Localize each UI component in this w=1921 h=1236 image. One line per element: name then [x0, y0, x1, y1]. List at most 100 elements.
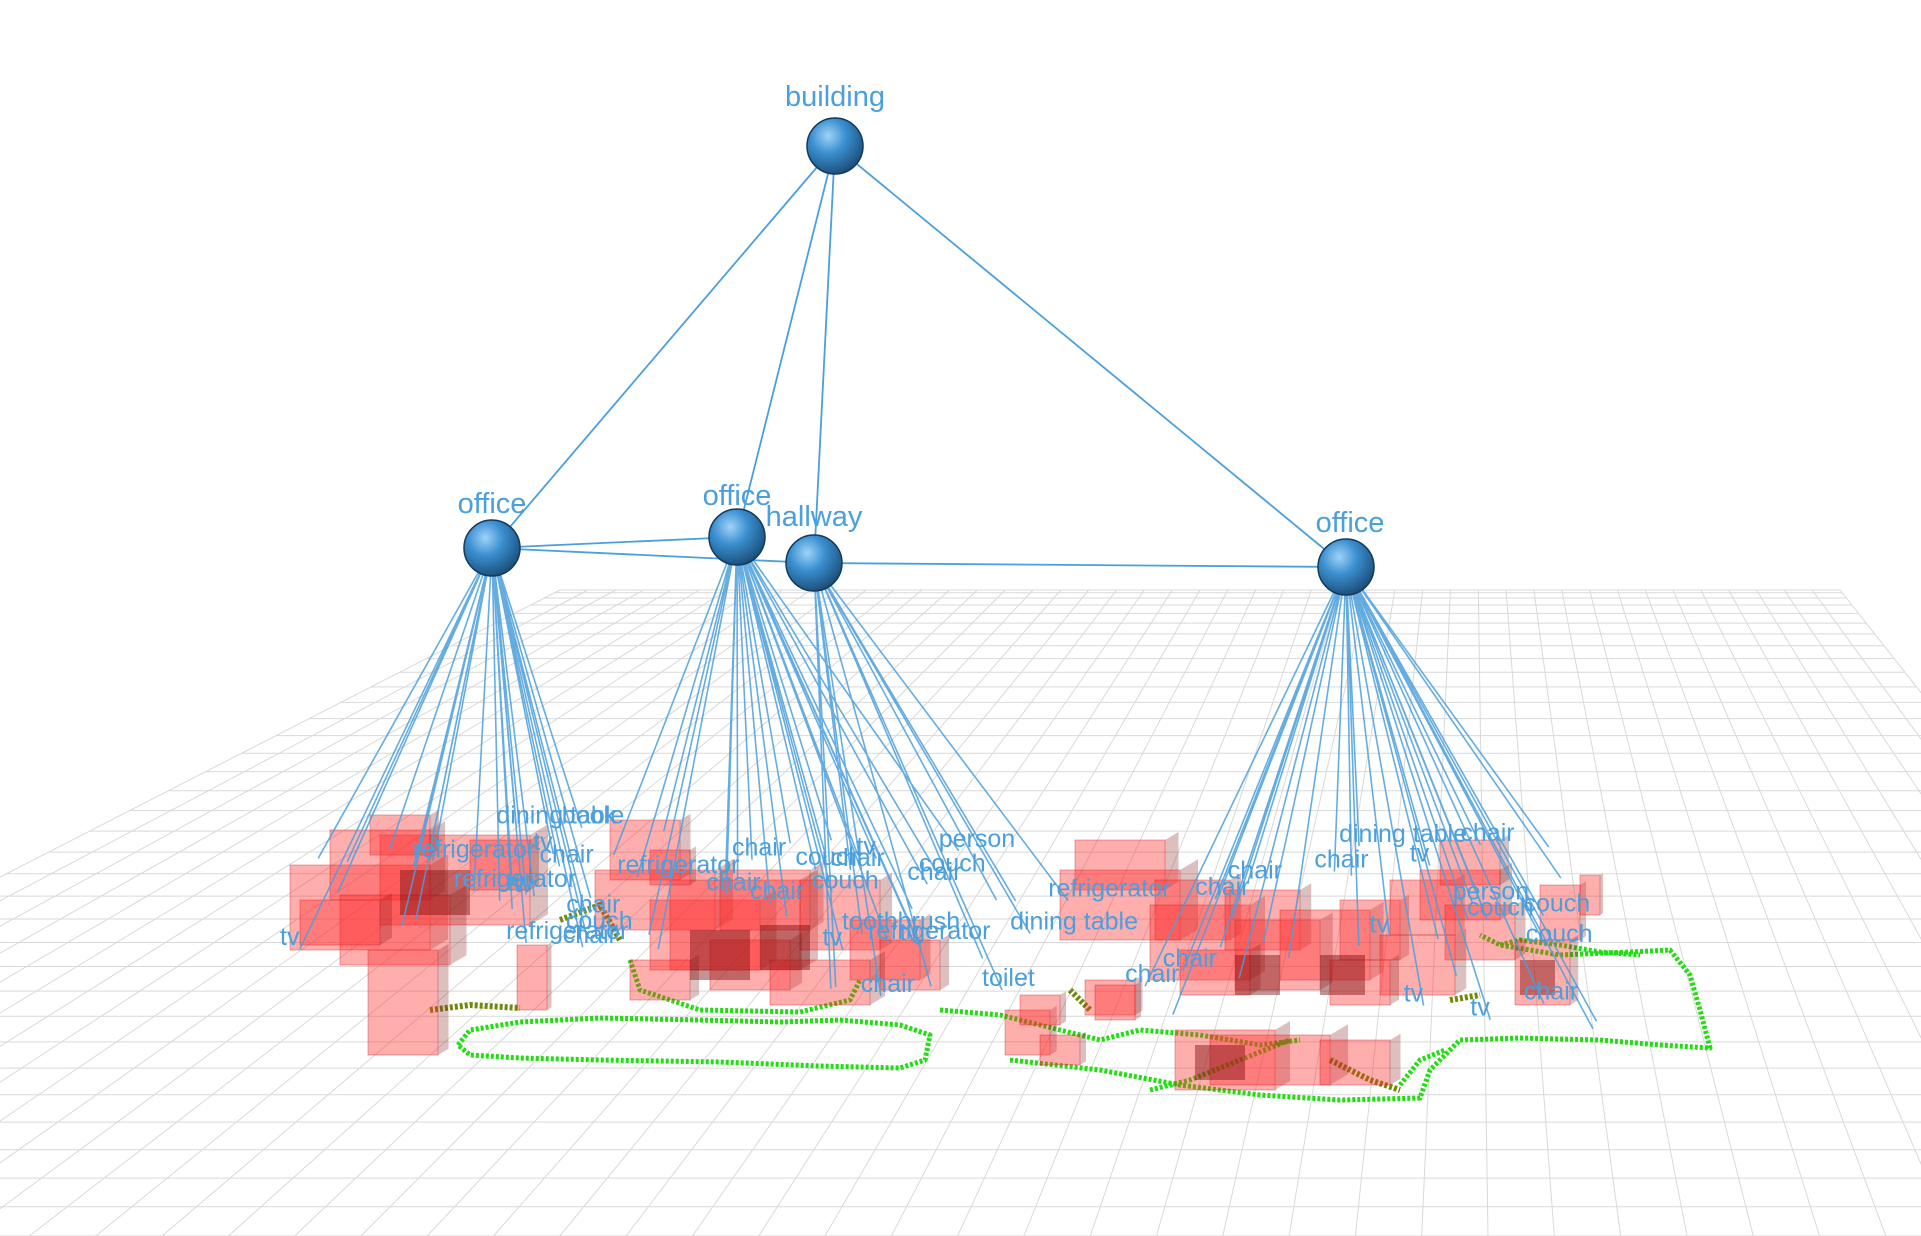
object-box	[629, 959, 691, 1001]
object-box-side	[1320, 912, 1333, 990]
trajectory-segment	[455, 1015, 933, 1071]
object-label: tv	[533, 828, 553, 856]
node-sphere[interactable]	[708, 508, 766, 566]
object-label: tv	[1404, 980, 1424, 1008]
object-box	[1279, 909, 1371, 981]
edge-r1-r2	[491, 536, 738, 549]
edge-b-r2	[736, 145, 836, 538]
object-label: couch	[1524, 890, 1591, 918]
object-label: refrigerator	[1048, 875, 1170, 903]
object-label: couch	[812, 866, 879, 894]
object-box-side	[1600, 873, 1603, 915]
object-box-side	[1580, 881, 1586, 940]
object-box	[1389, 879, 1456, 936]
object-box-core	[400, 870, 470, 915]
object-box-side	[1180, 859, 1198, 940]
object-box-side	[1330, 1024, 1348, 1085]
object-label: refrigerator	[868, 917, 990, 945]
object-label: chair	[1195, 873, 1249, 901]
object-label: tv	[506, 869, 526, 897]
edge-r1-r3	[491, 547, 815, 564]
object-box-side	[1300, 883, 1312, 950]
object-box-side	[380, 892, 392, 945]
object-box-side	[1570, 935, 1579, 1005]
object-label: tv	[514, 870, 534, 898]
object-label: person	[939, 825, 1015, 853]
camera-trajectory	[429, 901, 1713, 1103]
object-label: chair	[706, 868, 760, 896]
hierarchy-edges	[491, 145, 1347, 568]
node-sphere[interactable]	[785, 534, 843, 592]
object-box	[1084, 979, 1136, 1016]
node-sphere[interactable]	[463, 519, 521, 577]
object-box-side	[940, 934, 949, 990]
object-box-side	[1390, 954, 1399, 1005]
object-box	[339, 894, 451, 966]
object-box	[1059, 869, 1181, 941]
object-box	[1094, 984, 1136, 1021]
object-label: toilet	[982, 964, 1035, 992]
object-box-side	[1060, 991, 1066, 1025]
node-label: hallway	[766, 501, 863, 533]
object-box-core	[760, 925, 810, 970]
object-label: dining table	[1010, 908, 1138, 936]
edge-b-r1	[491, 145, 836, 549]
object-label: chair	[831, 844, 885, 872]
object-label: tv	[1470, 994, 1490, 1022]
room-node-hallway[interactable]: hallway	[766, 501, 863, 592]
object-label: person	[1453, 878, 1529, 906]
edge-b-r3	[813, 145, 836, 564]
object-box-core	[1195, 1045, 1245, 1080]
object-label: tv	[823, 923, 843, 951]
object-box-side	[1250, 896, 1265, 980]
building-node[interactable]: building	[785, 81, 885, 175]
object-box	[1514, 939, 1571, 1006]
object-box	[1329, 959, 1391, 1006]
object-label: tv	[900, 919, 920, 947]
room-object-edges	[299, 536, 1598, 1030]
object-box	[1209, 1034, 1331, 1086]
object-box-side	[1135, 981, 1141, 1020]
object-label: refrigerator	[413, 835, 535, 863]
object-box	[1154, 879, 1231, 941]
object-box	[1174, 1029, 1276, 1091]
object-box-side	[690, 846, 696, 885]
object-box	[1579, 874, 1601, 916]
object-label: refrigerator	[617, 851, 739, 879]
object-box-side	[1455, 928, 1467, 995]
object-label: chair	[563, 921, 617, 949]
object-box	[594, 869, 716, 931]
room-node-office[interactable]: office	[1316, 507, 1385, 596]
object-label: refrigerator	[454, 865, 576, 893]
object-box-side	[800, 869, 818, 970]
object-box-side	[1370, 901, 1384, 980]
object-box-side	[920, 913, 931, 980]
object-label: chair	[1460, 819, 1514, 847]
object-label: couch	[566, 907, 633, 935]
object-label: tv	[856, 833, 876, 861]
object-box-side	[1135, 975, 1143, 1015]
object-box	[1074, 839, 1166, 891]
object-box	[769, 959, 871, 1006]
room-node-office[interactable]: office	[703, 480, 772, 566]
object-box-side	[690, 954, 699, 1000]
object-label: dining table	[496, 802, 624, 830]
trajectory-segment-shadow	[429, 1001, 521, 1013]
object-label: chair	[750, 877, 804, 905]
object-label: couch	[795, 843, 862, 871]
object-box-side	[715, 859, 733, 930]
node-sphere[interactable]	[1317, 538, 1375, 596]
object-box-side	[760, 890, 777, 970]
node-sphere[interactable]	[806, 117, 864, 175]
trajectory-segment	[1009, 932, 1713, 1103]
object-box-side	[1080, 1031, 1086, 1065]
object-box	[649, 899, 761, 971]
room-node-office[interactable]: office	[458, 488, 527, 577]
object-box	[1039, 1034, 1081, 1066]
edge-r3-r4	[813, 562, 1347, 568]
object-box-core	[1235, 955, 1280, 995]
